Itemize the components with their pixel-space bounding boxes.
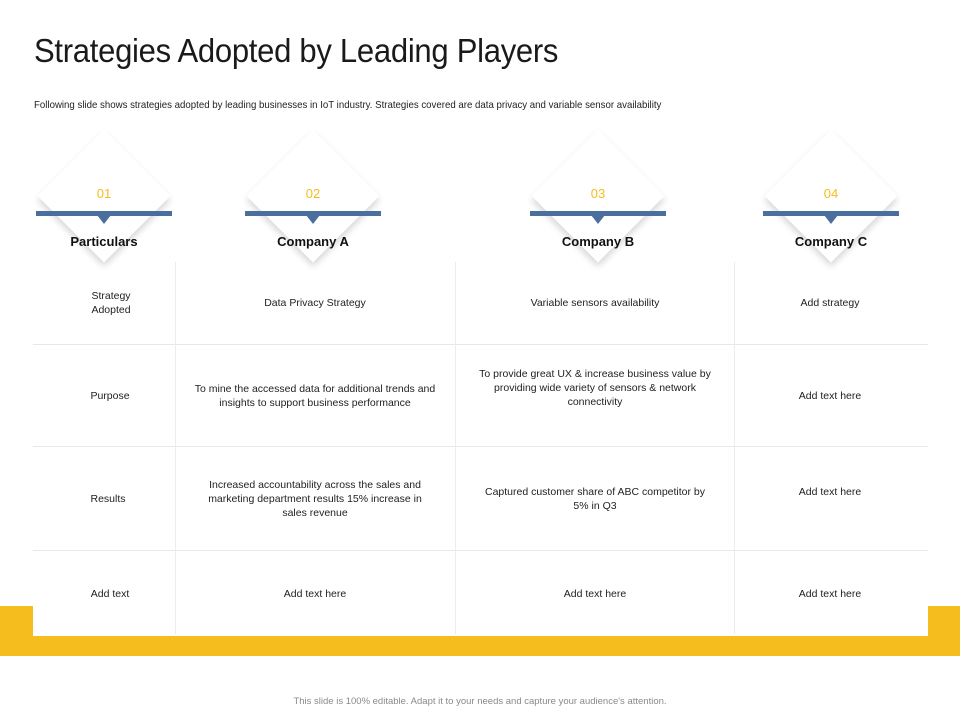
row-label: Purpose (90, 389, 130, 402)
row-divider (33, 344, 928, 345)
header-bar (36, 211, 172, 216)
header-pointer-icon (824, 215, 838, 224)
column-header-company-b: 03 Company B (530, 129, 666, 290)
column-label: Company C (794, 234, 868, 249)
column-label: Company B (561, 234, 635, 249)
column-label: Particulars (70, 234, 138, 249)
column-divider (455, 262, 456, 634)
cell-company-b: Add text here (563, 587, 627, 600)
header-bar (530, 211, 666, 216)
cell-company-a: Increased accountability across the sale… (208, 478, 422, 519)
page-title: Strategies Adopted by Leading Players (34, 32, 559, 69)
cell-company-a: To mine the accessed data for additional… (194, 382, 436, 409)
column-number: 04 (823, 186, 839, 201)
cell-company-a: Data Privacy Strategy (264, 297, 366, 309)
row-label: Add text (90, 587, 130, 600)
row-label: Strategy Adopted (91, 290, 131, 316)
row-divider (33, 550, 928, 551)
cell-company-c: Add text here (798, 587, 862, 600)
column-divider (734, 262, 735, 634)
column-label: Company A (277, 234, 349, 249)
header-bar (245, 211, 381, 216)
header-bar (763, 211, 899, 216)
header-pointer-icon (97, 215, 111, 224)
row-divider (33, 446, 928, 447)
column-number: 02 (305, 186, 321, 201)
cell-company-b: To provide great UX & increase business … (479, 367, 711, 408)
footer-note: This slide is 100% editable. Adapt it to… (293, 696, 667, 707)
column-header-company-c: 04 Company C (763, 129, 899, 290)
column-number: 03 (590, 186, 606, 201)
row-label: Results (90, 492, 126, 505)
column-number: 01 (96, 186, 112, 201)
cell-company-c: Add text here (798, 485, 862, 498)
page-subtitle: Following slide shows strategies adopted… (34, 99, 662, 111)
header-pointer-icon (306, 215, 320, 224)
cell-company-c: Add strategy (800, 297, 860, 309)
column-header-company-a: 02 Company A (245, 129, 381, 290)
cell-company-b: Captured customer share of ABC competito… (484, 485, 706, 512)
cell-company-b: Variable sensors availability (530, 297, 660, 309)
column-header-particulars: 01 Particulars (36, 129, 172, 290)
cell-company-c: Add text here (798, 389, 862, 402)
header-pointer-icon (591, 215, 605, 224)
cell-company-a: Add text here (283, 587, 347, 600)
column-divider (175, 262, 176, 634)
table-panel (33, 260, 928, 636)
